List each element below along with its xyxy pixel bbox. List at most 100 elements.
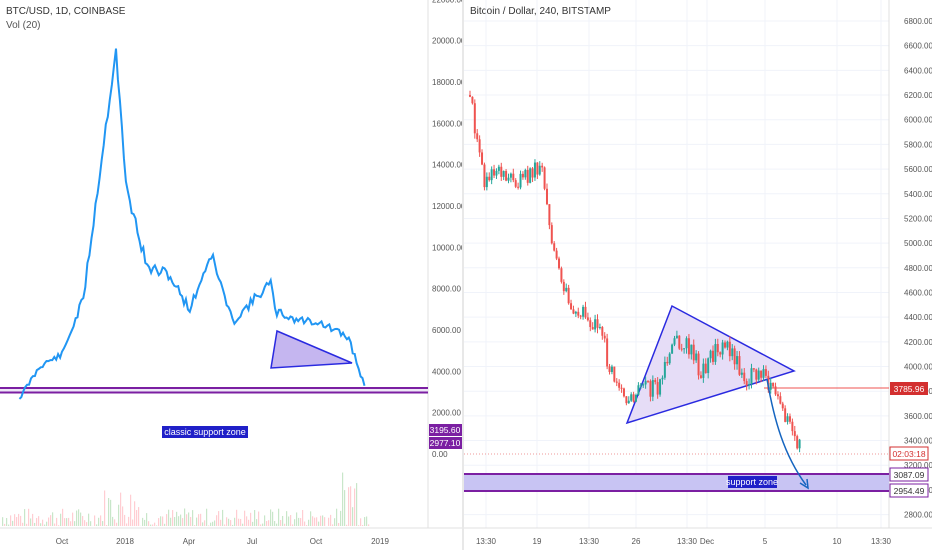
right-candle-body — [584, 306, 587, 318]
left-volume-bar — [76, 510, 78, 526]
classic-support-zone-label: classic support zone — [162, 426, 248, 438]
left-volume-bar — [112, 516, 114, 526]
right-x-tick-label: 5 — [763, 537, 768, 546]
left-volume-bar — [358, 525, 360, 526]
left-volume-bar — [82, 516, 84, 526]
right-chart-panel[interactable]: Bitcoin / Dollar, 240, BITSTAMP support … — [464, 0, 932, 550]
left-volume-bar — [180, 514, 182, 526]
left-volume-bar — [228, 518, 230, 526]
left-volume-bar — [72, 512, 74, 526]
left-volume-bar — [124, 514, 126, 526]
left-volume-bar — [56, 517, 58, 526]
left-volume-bar — [110, 499, 112, 526]
left-volume-bar — [346, 524, 348, 526]
right-candle-body — [622, 388, 625, 397]
right-candle-body — [752, 368, 755, 370]
left-volume-bar — [268, 520, 270, 526]
left-price-badge-upper: 3195.60 — [429, 424, 462, 436]
left-price-badge-lower: 2977.10 — [429, 437, 462, 449]
resistance-price-badge-text: 3785.96 — [894, 384, 925, 394]
right-candle-body — [473, 103, 476, 134]
right-candle-body — [731, 348, 734, 357]
left-volume-bar — [288, 516, 290, 526]
right-candle-body — [642, 384, 645, 386]
right-y-tick-label: 4400.00 — [904, 313, 932, 322]
left-volume-bar — [230, 520, 232, 526]
right-x-tick-label: 13:30 — [476, 537, 497, 546]
left-volume-bar — [350, 486, 352, 526]
right-candle-body — [762, 369, 765, 378]
left-chart-svg[interactable]: 22000.00 20000.00 18000.00 16000.00 14000.00… — [0, 0, 462, 550]
right-candle-body — [788, 416, 791, 422]
right-candle-body — [620, 387, 623, 389]
left-volume-bar — [226, 517, 228, 526]
left-y-tick-label: 4000.00 — [432, 367, 461, 376]
support-zone-text: support zone — [726, 477, 778, 487]
left-volume-bar — [102, 521, 104, 526]
right-candle-body — [726, 341, 729, 348]
left-volume-bar — [170, 517, 172, 526]
left-volume-bar — [178, 516, 180, 526]
right-chart-title: Bitcoin / Dollar, 240, BITSTAMP — [470, 6, 611, 17]
right-chart-svg[interactable]: support zone 6800.00 6600.00 6400.00 6200.0… — [464, 0, 932, 550]
left-volume-bar — [142, 517, 144, 526]
right-candle-body — [536, 162, 539, 175]
resistance-price-badge: 3785.96 — [890, 382, 928, 395]
left-volume-bar — [334, 518, 336, 526]
right-candle-body — [697, 353, 700, 376]
right-candle-body — [579, 315, 582, 317]
left-y-tick-label: 6000.00 — [432, 326, 461, 335]
projection-arrow-head — [799, 478, 809, 490]
left-volume-bar — [330, 514, 332, 526]
left-volume-bar — [74, 521, 76, 526]
right-candle-body — [565, 287, 568, 292]
right-candle-body — [555, 250, 558, 259]
support-zone-label: support zone — [726, 476, 778, 488]
panel-divider[interactable] — [462, 0, 464, 550]
left-volume-bar — [216, 515, 218, 526]
left-volume-bar — [188, 512, 190, 526]
left-volume-bar — [316, 517, 318, 526]
left-volume-bar — [164, 523, 166, 526]
right-candle-body — [649, 381, 652, 397]
right-candle-body — [654, 380, 657, 383]
left-volume-bar — [122, 506, 124, 526]
left-volume-bar — [356, 483, 358, 526]
left-volume-bar — [160, 516, 162, 526]
left-volume-bar — [194, 525, 196, 526]
left-volume-bar — [298, 517, 300, 526]
left-volume-bar — [272, 511, 274, 526]
right-candle-body — [786, 416, 789, 422]
left-y-tick-label: 20000.00 — [432, 37, 462, 46]
left-volume-bar — [318, 521, 320, 526]
right-y-tick-label: 6000.00 — [904, 116, 932, 125]
countdown-badge-text: 02:03:18 — [892, 449, 925, 459]
right-candle-body — [500, 166, 503, 177]
right-y-tick-label: 4000.00 — [904, 363, 932, 372]
left-volume-bar — [98, 517, 100, 526]
right-candle-body — [582, 306, 585, 317]
left-volume-bar — [248, 519, 250, 526]
right-candle-body — [469, 95, 471, 97]
left-volume-bar — [128, 516, 130, 526]
left-volume-bar — [168, 509, 170, 526]
left-volume-bar — [200, 513, 202, 526]
left-volume-bar — [118, 504, 120, 526]
left-triangle-shape — [270, 329, 353, 369]
support-upper-price-badge: 3087.09 — [889, 467, 929, 482]
left-volume-bar — [278, 508, 280, 526]
left-chart-title: BTC/USD, 1D, COINBASE — [6, 6, 126, 17]
left-chart-panel[interactable]: BTC/USD, 1D, COINBASE Vol (20) 22000.00 2… — [0, 0, 462, 550]
right-candle-body — [639, 384, 642, 386]
right-candle-body — [716, 344, 719, 353]
right-x-tick-label: 10 — [833, 537, 842, 546]
left-volume-bar — [312, 516, 314, 526]
left-volume-bar — [176, 511, 178, 526]
right-candle-body — [488, 176, 491, 181]
left-volume-bar — [236, 509, 238, 526]
left-y-tick-label: 0.00 — [432, 450, 448, 459]
left-volume-bar — [250, 512, 252, 526]
left-volume-bar — [162, 516, 164, 526]
left-volume-bar — [8, 524, 10, 526]
left-volume-bar — [348, 487, 350, 526]
